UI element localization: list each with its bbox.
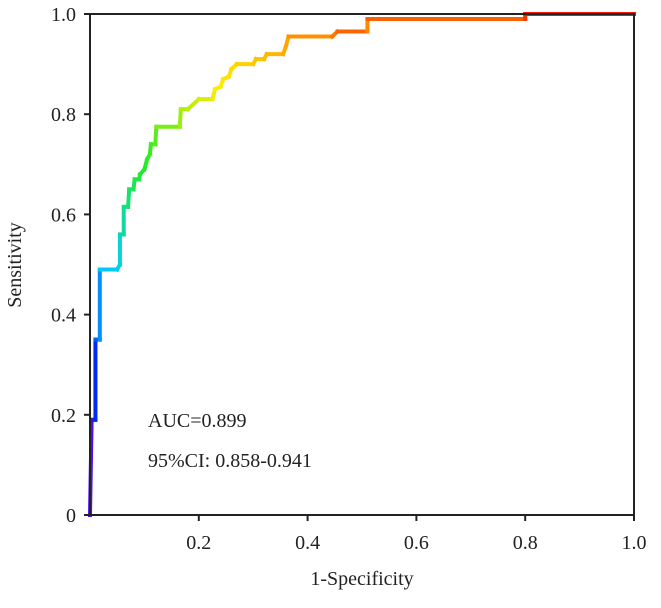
y-tick-label: 0.6 [51, 204, 76, 226]
roc-curve-segment [177, 107, 183, 129]
y-tick-label: 0.2 [51, 405, 76, 427]
roc-curve-segment [125, 187, 132, 210]
y-tick-label: 0 [66, 505, 76, 527]
x-tick-label: 0.6 [404, 532, 429, 554]
plot-frame [89, 13, 635, 516]
y-axis-label: Sensitivity [4, 222, 26, 308]
x-tick-label: 0.2 [186, 532, 211, 554]
y-tick-label: 0.4 [51, 305, 76, 327]
x-tick-label: 0.4 [295, 532, 320, 554]
y-tick-label: 1.0 [51, 4, 76, 26]
x-axis: 0.2 0.4 0.6 0.8 1.0 [186, 515, 647, 554]
x-tick-label: 0.8 [513, 532, 538, 554]
ci-annotation: 95%CI: 0.858-0.941 [148, 450, 312, 472]
y-axis: 0 0.2 0.4 0.6 0.8 1.0 [51, 4, 90, 527]
roc-curve [87, 12, 636, 518]
x-axis-label: 1-Specificity [310, 568, 413, 590]
roc-curve-segment [153, 124, 159, 147]
y-tick-label: 0.8 [51, 104, 76, 126]
x-tick-label: 1.0 [622, 532, 647, 554]
auc-annotation: AUC=0.899 [148, 410, 247, 432]
